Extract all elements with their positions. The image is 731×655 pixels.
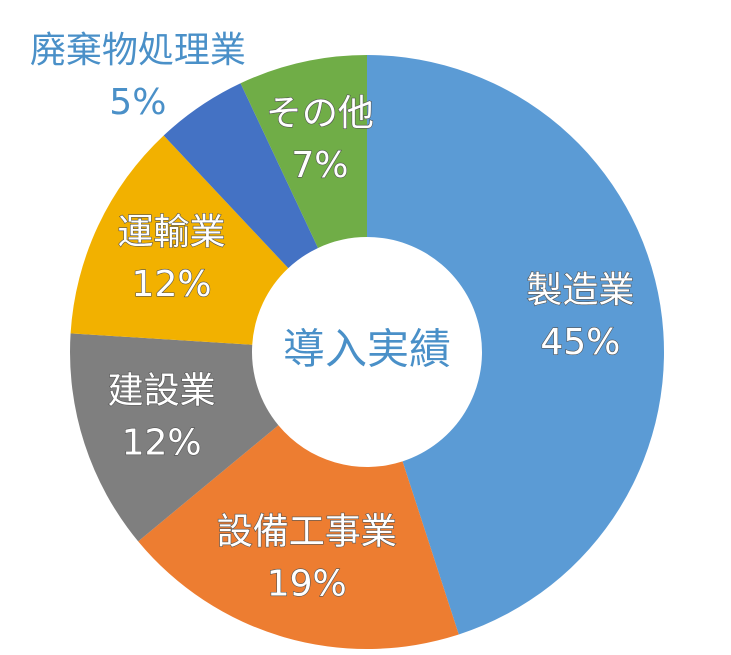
category-label: 製造業	[526, 270, 634, 311]
category-label: 運輸業	[118, 212, 226, 253]
category-label: 建設業	[108, 371, 216, 412]
slice	[138, 425, 459, 650]
value-label: 7%	[291, 145, 348, 186]
value-label: 5%	[109, 82, 166, 123]
slice	[70, 333, 279, 542]
value-label: 12%	[132, 264, 212, 305]
slice	[163, 83, 319, 269]
slice	[240, 55, 367, 248]
category-label: 廃棄物処理業	[30, 30, 246, 71]
value-label: 12%	[122, 423, 202, 464]
category-label: 設備工事業	[217, 511, 397, 552]
chart-title: 導入実績	[283, 325, 451, 374]
value-label: 19%	[267, 563, 347, 604]
value-label: 45%	[540, 322, 620, 363]
slice	[70, 135, 289, 345]
category-label: その他	[266, 93, 374, 134]
slice	[367, 55, 664, 635]
